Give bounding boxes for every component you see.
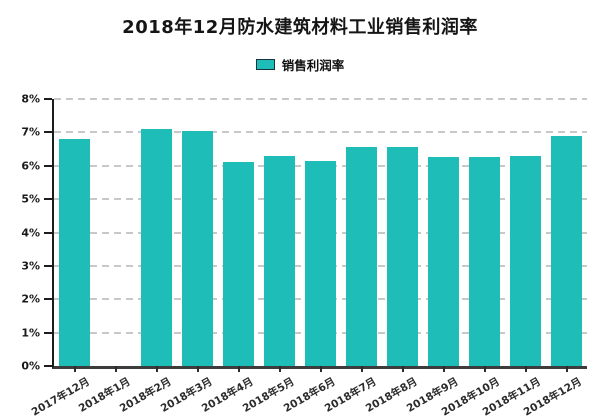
chart-title: 2018年12月防水建筑材料工业销售利润率 [122, 17, 478, 38]
x-axis-tick [360, 366, 363, 372]
bar-9-2018年8月 [387, 147, 418, 366]
y-tick-label: 7% [21, 125, 40, 139]
x-axis-tick [196, 366, 199, 372]
x-axis-tick [565, 366, 568, 372]
gridline-8pct [54, 98, 587, 100]
x-axis-tick [401, 366, 404, 372]
x-axis-tick [278, 366, 281, 372]
gridline-7pct [54, 131, 587, 134]
bar-5-2018年4月 [223, 162, 254, 366]
x-axis-tick [237, 366, 240, 372]
y-axis-tick [44, 264, 52, 267]
y-axis-tick [44, 298, 52, 301]
x-axis-tick [73, 366, 76, 372]
x-axis-tick [524, 366, 527, 372]
y-tick-label: 8% [21, 92, 40, 106]
bar-1-2017年12月 [59, 139, 90, 366]
bar-3-2018年2月 [141, 129, 172, 366]
bar-7-2018年6月 [305, 160, 336, 366]
y-axis-tick [44, 198, 52, 201]
legend-label: 销售利润率 [281, 58, 345, 73]
y-axis-tick [44, 231, 52, 234]
x-axis-tick [114, 366, 117, 372]
y-tick-label: 4% [21, 226, 40, 239]
bar-6-2018年5月 [264, 155, 295, 366]
y-axis-labels: 0% 1% 2% 3% 4% 5% 6% 7% 8% [0, 93, 46, 373]
bar-10-2018年9月 [428, 157, 459, 366]
bar-4-2018年3月 [182, 130, 213, 366]
y-axis-tick [44, 164, 52, 167]
plot-area: 2017年12月 2018年1月 2018年2月 2018年3月 2018年4月 2018… [29, 98, 587, 419]
y-axis-tick [44, 131, 52, 134]
x-axis-tick [319, 366, 322, 372]
legend: 销售利润率 [0, 55, 600, 74]
bar-12-2018年11月 [510, 155, 541, 366]
bar-8-2018年7月 [346, 147, 377, 366]
x-axis-tick [442, 366, 445, 372]
x-axis-tick [155, 366, 158, 372]
y-axis-tick [44, 331, 52, 334]
y-tick-label: 2% [21, 292, 40, 306]
y-tick-label: 3% [21, 259, 40, 273]
bar-11-2018年10月 [469, 157, 500, 366]
y-axis-tick [44, 365, 52, 367]
y-tick-label: 0% [21, 359, 40, 373]
y-tick-label: 1% [21, 326, 40, 340]
y-tick-label: 6% [21, 159, 40, 173]
y-tick-label: 5% [21, 192, 40, 206]
x-axis-tick [483, 366, 486, 372]
y-axis-tick [44, 98, 52, 100]
legend-swatch-icon [255, 59, 275, 70]
bar-13-2018年12月 [551, 135, 582, 366]
